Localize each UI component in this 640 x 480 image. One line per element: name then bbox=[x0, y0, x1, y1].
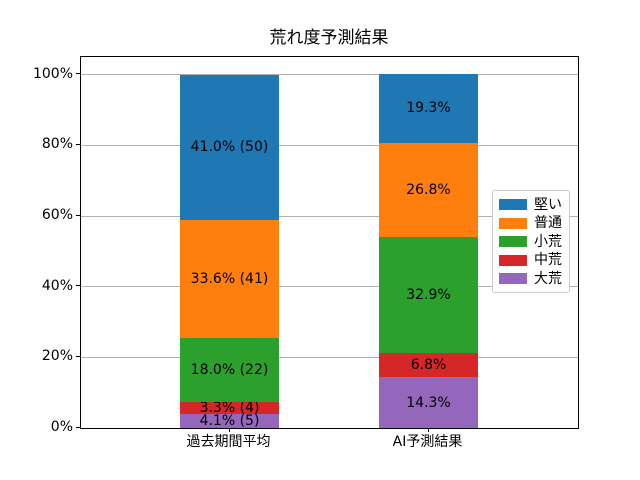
y-tick-label: 100% bbox=[32, 65, 73, 82]
x-tick-label: 過去期間平均 bbox=[186, 434, 271, 450]
bar-segment: 4.1% (5) bbox=[180, 412, 279, 429]
y-tick-label: 0% bbox=[50, 419, 73, 435]
x-tick-label: AI予測結果 bbox=[392, 434, 463, 450]
y-tick-mark bbox=[76, 426, 80, 428]
bar-segment-label: 19.3% bbox=[406, 100, 451, 117]
bar-segment-label: 6.8% bbox=[410, 357, 447, 374]
y-tick-label: 60% bbox=[41, 207, 73, 223]
legend-item: 大荒 bbox=[493, 272, 569, 286]
bar-segment: 6.8% bbox=[379, 353, 478, 378]
legend-color-patch bbox=[499, 236, 527, 247]
legend-item: 小荒 bbox=[493, 235, 569, 249]
bar-segment-label: 26.8% bbox=[406, 181, 451, 198]
y-tick-label: 40% bbox=[41, 277, 73, 294]
gridline bbox=[81, 74, 578, 76]
legend-color-patch bbox=[499, 217, 527, 229]
y-tick-label: 80% bbox=[41, 136, 73, 153]
bar-segment: 18.0% (22) bbox=[180, 338, 279, 402]
bar-segment-label: 14.3% bbox=[406, 394, 451, 411]
bar-segment: 26.8% bbox=[379, 142, 478, 238]
legend-label: 堅い bbox=[534, 196, 562, 213]
bar-segment-label: 41.0% (50) bbox=[190, 139, 269, 156]
y-tick-label: 20% bbox=[41, 348, 73, 365]
gridline bbox=[81, 356, 578, 358]
bar-segment: 19.3% bbox=[379, 74, 478, 143]
legend-item: 中荒 bbox=[493, 253, 569, 267]
bar-segment: 41.0% (50) bbox=[180, 74, 279, 220]
legend-item: 堅い bbox=[493, 198, 569, 212]
y-tick-mark bbox=[76, 214, 80, 216]
y-tick-mark bbox=[76, 143, 80, 145]
legend-label: 小荒 bbox=[534, 233, 562, 250]
bar-segment: 14.3% bbox=[379, 377, 478, 428]
bar-segment-label: 3.3% (4) bbox=[199, 399, 260, 416]
x-tick-mark bbox=[228, 428, 230, 432]
legend: 堅い普通小荒中荒大荒 bbox=[492, 190, 570, 293]
bar-segment: 32.9% bbox=[379, 237, 478, 354]
bar-segment: 3.3% (4) bbox=[180, 399, 279, 416]
bar-segment-label: 33.6% (41) bbox=[190, 270, 269, 287]
legend-item: 普通 bbox=[493, 216, 569, 230]
x-tick-mark bbox=[427, 428, 429, 432]
bar-segment-label: 32.9% bbox=[406, 287, 451, 304]
legend-label: 普通 bbox=[534, 215, 562, 231]
legend-color-patch bbox=[499, 273, 527, 284]
y-tick-mark bbox=[76, 355, 80, 357]
gridline bbox=[81, 144, 578, 146]
legend-label: 中荒 bbox=[534, 252, 562, 268]
chart-title: 荒れ度予測結果 bbox=[269, 28, 389, 48]
legend-color-patch bbox=[499, 254, 527, 266]
legend-color-patch bbox=[499, 199, 527, 210]
bar-segment-label: 4.1% (5) bbox=[199, 412, 260, 429]
bar-segment-label: 18.0% (22) bbox=[190, 362, 269, 379]
y-tick-mark bbox=[76, 285, 80, 287]
gridline bbox=[81, 215, 578, 217]
y-tick-mark bbox=[76, 73, 80, 75]
gridline bbox=[81, 286, 578, 288]
legend-label: 大荒 bbox=[534, 270, 562, 287]
bar-segment: 33.6% (41) bbox=[180, 219, 279, 339]
